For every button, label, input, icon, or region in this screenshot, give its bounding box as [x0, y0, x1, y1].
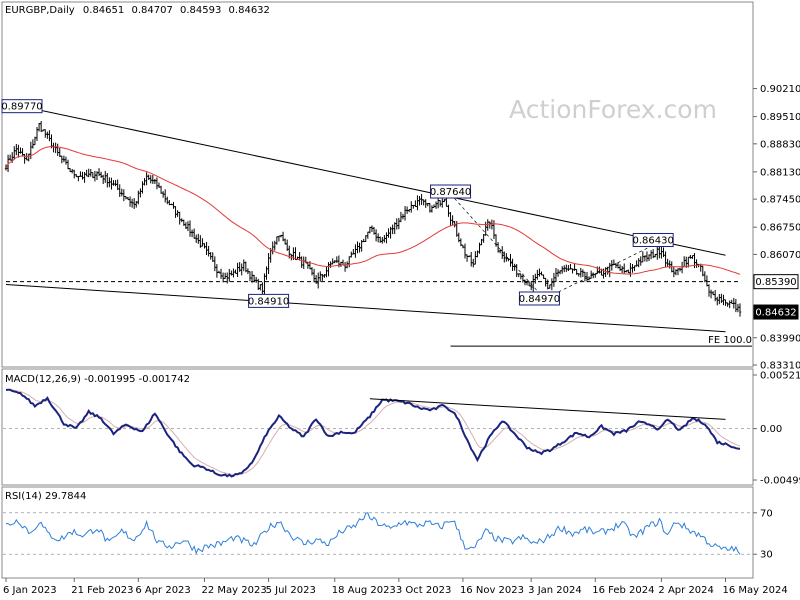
price-annotation-box: [632, 232, 674, 247]
price-annotation-label: 0.84970: [519, 294, 560, 305]
price-tick-label: 0.83990: [760, 333, 800, 344]
price-tick-box: [753, 274, 799, 290]
time-tick-label: 16 May 2024: [723, 585, 788, 596]
price-axis-ticks: 0.90210 0.89510 0.88830 0.88130 0.87450 0.867…: [753, 84, 800, 372]
rsi-axis-ticks: 70 30: [3, 508, 773, 561]
time-tick-label: 3 Jan 2024: [528, 585, 582, 596]
time-tick-label: 16 Feb 2024: [592, 585, 654, 596]
time-axis: 6 Jan 2023 21 Feb 2023 6 Apr 2023 22 May 20…: [3, 578, 788, 596]
price-bars: [4, 121, 742, 317]
time-tick-label: 5 Jul 2023: [266, 585, 316, 596]
macd-line: [5, 388, 741, 478]
macd-trendline: [369, 398, 726, 420]
price-annotation-box: [248, 293, 290, 308]
price-annotation-label: 0.84910: [248, 296, 289, 307]
macd-tick-label: -0.00499: [760, 476, 800, 487]
macd-tick-label: 0.00521: [760, 371, 800, 382]
time-tick-label: 6 Jan 2023: [3, 585, 57, 596]
quote-close: 0.84632: [229, 5, 270, 16]
time-tick-label: 16 Nov 2023: [460, 585, 524, 596]
price-tick-label: 0.88830: [760, 139, 800, 150]
rsi-tick-label: 70: [760, 508, 773, 519]
price-annotation-label: 0.87640: [430, 187, 471, 198]
macd-tick-label: 0.00: [760, 424, 782, 435]
symbol-label: EURGBP,Daily: [5, 5, 75, 16]
price-header: EURGBP,Daily 0.84651 0.84707 0.84593 0.8…: [5, 5, 270, 16]
price-tick-label: 0.84632: [755, 308, 796, 319]
price-tick-label: 0.87450: [760, 195, 800, 206]
price-tick-label: 0.86750: [760, 223, 800, 234]
price-tick-label: 0.88130: [760, 167, 800, 178]
price-tick-label: 0.89510: [760, 112, 800, 123]
price-annotation-box: [518, 291, 560, 306]
price-annotation-label: 0.86430: [632, 235, 673, 246]
price-tick-label: 0.85390: [755, 277, 796, 288]
price-tick-label: 0.90210: [760, 84, 800, 95]
price-tick-box: [753, 304, 799, 320]
macd-panel: [1, 368, 754, 486]
rsi-panel: [1, 486, 754, 579]
time-tick-label: 18 Aug 2023: [332, 585, 396, 596]
price-tick-label: 0.83310: [760, 361, 800, 372]
price-tick-label: 0.86070: [760, 250, 800, 261]
quote-open: 0.84651: [83, 5, 124, 16]
rsi-tick-label: 30: [760, 550, 773, 561]
price-annotations: 0.89770 0.87640 0.84910 0.84970 0.86430: [1, 99, 674, 308]
trendline: [5, 102, 726, 256]
time-tick-label: 22 May 2023: [201, 585, 266, 596]
quote-low: 0.84593: [180, 5, 221, 16]
time-tick-label: 21 Feb 2023: [71, 585, 133, 596]
watermark: ActionForex.com: [509, 95, 717, 124]
time-tick-label: 2 Apr 2024: [658, 585, 713, 596]
rsi-header: RSI(14) 29.7844: [5, 491, 86, 502]
price-annotation-box: [1, 99, 43, 114]
fe-line-label: FE 100.0: [708, 335, 752, 346]
price-annotation-box: [430, 184, 472, 199]
moving-average-line: [5, 146, 741, 275]
trendline: [450, 193, 540, 294]
time-tick-label: 6 Apr 2023: [135, 585, 190, 596]
price-annotation-label: 0.89770: [1, 102, 42, 113]
trendline: [5, 283, 726, 333]
time-tick-label: 3 Oct 2023: [396, 585, 451, 596]
price-trendlines: FE 100.0: [5, 102, 752, 347]
rsi-line: [5, 512, 741, 555]
price-panel: [1, 1, 754, 368]
macd-header: MACD(12,26,9) -0.001995 -0.001742: [5, 374, 190, 385]
quote-high: 0.84707: [131, 5, 172, 16]
